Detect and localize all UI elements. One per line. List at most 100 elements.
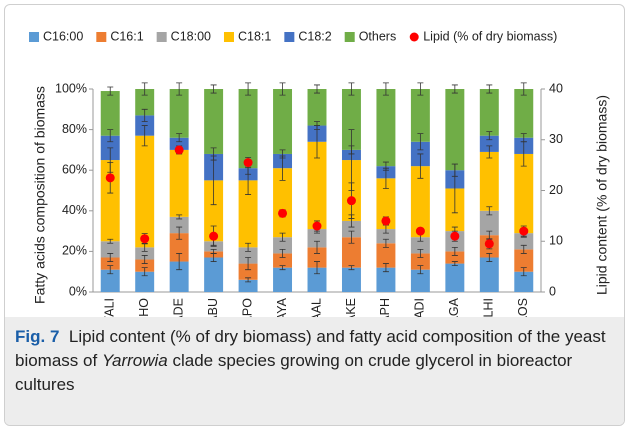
- error-bar: [417, 153, 424, 179]
- legend-label: C18:00: [171, 29, 211, 43]
- bar-segment: [376, 229, 396, 244]
- error-bar: [520, 267, 527, 277]
- bar-segment: [376, 178, 396, 230]
- bar-segment: [273, 237, 293, 254]
- bar-segment: [238, 180, 258, 248]
- error-bar: [210, 147, 217, 161]
- error-bar: [314, 240, 320, 254]
- x-tick-label: OLHI: [482, 298, 496, 317]
- error-bar: [314, 121, 320, 130]
- error-bar: [279, 149, 286, 159]
- error-bar: [245, 277, 252, 283]
- error-bar: [417, 82, 424, 96]
- error-bar: [417, 133, 424, 151]
- error-bar: [486, 145, 493, 159]
- error-bar: [279, 232, 286, 242]
- bar-segment: [204, 180, 224, 242]
- bar-segment: [238, 89, 258, 169]
- bar-segment: [169, 137, 189, 150]
- x-tick-label: YADI: [413, 298, 427, 317]
- bar-segment: [514, 271, 534, 292]
- chart: Fatty acids composition of biomass Lipid…: [29, 29, 610, 317]
- y2-tick-label: 10: [549, 234, 563, 248]
- legend-swatch: [344, 32, 355, 42]
- bar-segment: [479, 210, 499, 236]
- error-bar: [210, 248, 217, 254]
- lipid-point: [278, 208, 288, 218]
- error-bar: [107, 86, 114, 96]
- x-tick-label: YABU: [206, 298, 220, 317]
- bar-segment: [135, 89, 155, 116]
- legend-label: Lipid (% of dry biomass): [423, 29, 557, 43]
- bar-segment: [410, 237, 430, 254]
- bar-segment: [445, 89, 465, 171]
- error-bar: [141, 267, 148, 277]
- legend-label: C16:1: [110, 29, 143, 43]
- bar-segment: [341, 89, 361, 150]
- bar-segment: [307, 267, 327, 292]
- error-bar: [245, 242, 252, 252]
- bar-segment: [514, 233, 534, 250]
- error-bar: [451, 163, 458, 177]
- legend-label: Others: [359, 29, 397, 43]
- bar-segment: [135, 259, 155, 272]
- error-bar: [107, 238, 114, 244]
- legend-label: C18:1: [238, 29, 271, 43]
- x-tick-label: YAYA: [275, 297, 289, 317]
- error-bar: [382, 238, 389, 248]
- error-bar: [348, 230, 355, 244]
- legend-swatch: [96, 32, 107, 42]
- bar-segment: [479, 89, 499, 136]
- bar-segment: [273, 253, 293, 268]
- bar-segment: [307, 229, 327, 248]
- error-bar: [279, 265, 286, 271]
- bar-segment: [307, 89, 327, 126]
- bar-segment: [410, 89, 430, 142]
- bar-segment: [100, 91, 120, 136]
- x-tick-label: YAAL: [309, 298, 323, 317]
- caption-text: clade species growing on crude glycerol …: [15, 351, 573, 394]
- error-bar: [417, 265, 424, 275]
- error-bar: [210, 84, 217, 94]
- x-tick-label: YAKE: [344, 298, 358, 317]
- lipid-point: [450, 231, 460, 241]
- legend-swatch: [223, 32, 234, 42]
- y-tick-label: 60%: [62, 162, 87, 176]
- y-axis-title: Fatty acids composition of biomass: [32, 86, 48, 304]
- bar-segment: [204, 89, 224, 154]
- bar-segment: [169, 233, 189, 262]
- error-bar: [176, 133, 183, 143]
- bar-segment: [514, 153, 534, 234]
- bar-segment: [307, 247, 327, 268]
- y-tick-label: 40%: [62, 203, 87, 217]
- lipid-point: [243, 158, 253, 168]
- bar-segment: [135, 271, 155, 292]
- error-bar: [245, 257, 252, 271]
- error-bar: [486, 84, 493, 94]
- lipid-point: [484, 239, 494, 249]
- lipid-point: [140, 234, 150, 244]
- error-bar: [382, 263, 389, 273]
- bar-segment: [169, 261, 189, 292]
- bar-segment: [100, 257, 120, 270]
- legend-swatch: [156, 32, 167, 42]
- legend-swatch: [284, 32, 295, 42]
- error-bar: [486, 131, 493, 141]
- x-tick-label: YAHO: [137, 298, 151, 317]
- lipid-point: [312, 221, 322, 231]
- bar-segment: [341, 267, 361, 292]
- figure-card: Fatty acids composition of biomass Lipid…: [4, 4, 625, 426]
- y2-tick-label: 20: [549, 183, 563, 197]
- bar-segment: [376, 267, 396, 292]
- caption-text: Lipid content (% of dry biomass) and fat…: [15, 327, 606, 370]
- error-bar: [520, 133, 527, 143]
- bar-segment: [514, 249, 534, 272]
- error-bar: [141, 108, 148, 122]
- y2-tick-label: 40: [549, 81, 563, 95]
- bar-segment: [410, 269, 430, 292]
- error-bar: [107, 265, 114, 275]
- legend-label: C16:00: [43, 29, 83, 43]
- error-bar: [245, 82, 252, 96]
- error-bar: [176, 82, 183, 96]
- bar-segment: [376, 243, 396, 268]
